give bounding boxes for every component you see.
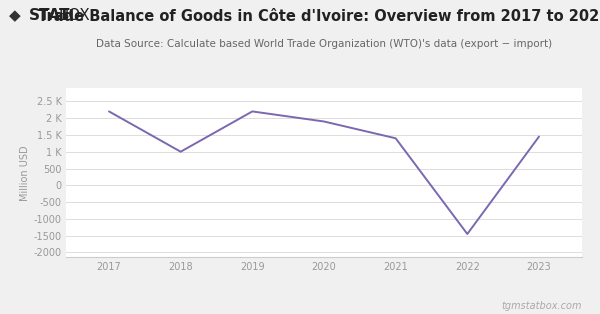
Text: Data Source: Calculate based World Trade Organization (WTO)'s data (export − imp: Data Source: Calculate based World Trade… bbox=[96, 39, 552, 49]
Text: BOX: BOX bbox=[59, 8, 91, 23]
Text: Trade Balance of Goods in Côte d'Ivoire: Overview from 2017 to 2023: Trade Balance of Goods in Côte d'Ivoire:… bbox=[38, 9, 600, 24]
Y-axis label: Million USD: Million USD bbox=[20, 145, 29, 201]
Text: STAT: STAT bbox=[29, 8, 70, 23]
Text: ◆: ◆ bbox=[9, 8, 21, 23]
Text: tgmstatbox.com: tgmstatbox.com bbox=[502, 301, 582, 311]
